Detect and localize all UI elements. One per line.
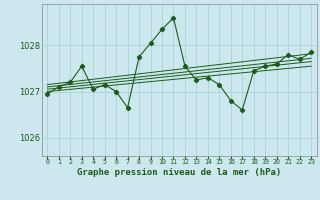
X-axis label: Graphe pression niveau de la mer (hPa): Graphe pression niveau de la mer (hPa) <box>77 168 281 177</box>
